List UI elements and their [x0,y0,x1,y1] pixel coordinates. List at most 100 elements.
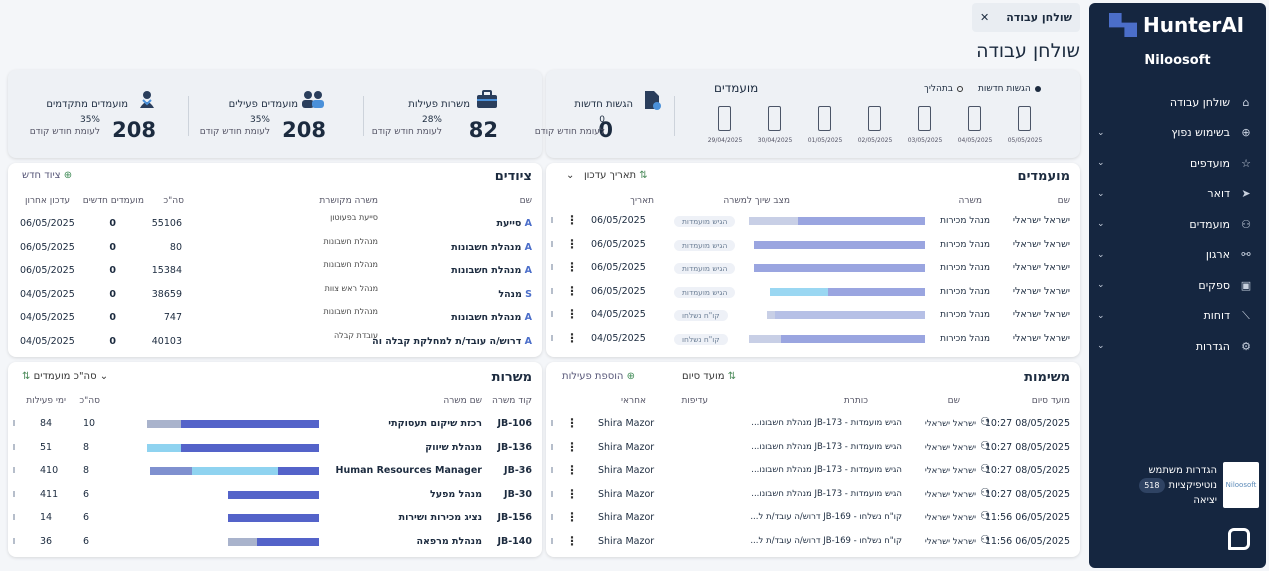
equipment-type-letter: A [524,335,532,347]
kpi-percent: 35% [249,115,270,125]
candidates-card: מועמדים ⇅ תאריך עדכון ⌄ שם משרה מצב שיוך… [546,163,1080,357]
more-options-icon[interactable]: ⋮ [566,260,578,274]
kpi-value: 82 [468,118,498,142]
sidebar-item[interactable]: ⊕ בשימוש נפוץ ⌄ [1089,118,1266,149]
task-due: 10:27 08/05/2025 [984,465,1070,476]
candidate-name[interactable]: ישראל ישראלי [1012,285,1070,297]
more-options-icon[interactable]: ⋮ [566,439,578,454]
task-subject[interactable]: הגיש מועמדות - JB-173 מנהלת חשבונו... [751,441,902,452]
col-header: שם [1057,196,1070,206]
sidebar-item[interactable]: ⚇ מועמדים ⌄ [1089,209,1266,240]
more-options-icon[interactable]: ⋮ [566,510,578,524]
task-subject[interactable]: הגיש מועמדות - JB-173 מנהלת חשבונו... [751,488,902,499]
sidebar-item[interactable]: ⚯ ארגון ⌄ [1089,240,1266,271]
task-name[interactable]: ישראל ישראלי [924,419,976,429]
equipment-new: 0 [109,335,116,347]
job-bar-segment [181,420,319,428]
task-subject[interactable]: הגיש מועמדות - JB-173 מנהלת חשבונו... [751,465,902,475]
more-options-icon[interactable]: ⋮ [566,307,578,321]
equipment-name[interactable]: A סייעת [496,218,532,229]
job-name[interactable]: מנהלת מרפאה [416,535,482,547]
candidate-name[interactable]: ישראל ישראלי [1012,262,1070,273]
date-label: 01/05/2025 [807,137,843,144]
user-settings-link[interactable]: הגדרות משתמש [1148,464,1217,476]
date-label: 04/05/2025 [957,137,993,144]
legend-label: הגשות חדשות [978,84,1031,94]
candidate-name[interactable]: ישראל ישראלי [1012,238,1070,250]
add-activity-button[interactable]: ⊕ הוספת פעילות [562,371,635,382]
more-options-icon[interactable]: ⋮ [566,486,578,501]
add-equipment-button[interactable]: ⊕ ציוד חדש [22,170,72,181]
sidebar-item[interactable]: ⟋ דוחות ⌄ [1089,301,1266,332]
sidebar-item[interactable]: ▣ ספקים ⌄ [1089,270,1266,301]
kpi-subtitle: לעומת חודש קודם [199,127,270,137]
job-name[interactable]: רכזת שיקום תעסוקתי [388,418,482,429]
job-bar-segment [147,420,182,428]
equipment-name[interactable]: S מנהל [498,289,532,300]
candidate-name[interactable]: ישראל ישראלי [1012,309,1070,320]
job-code[interactable]: JB-156 [497,512,532,523]
more-options-icon[interactable]: ⋮ [566,236,578,251]
equipment-label: מנהל [498,288,522,300]
task-name[interactable]: ישראל ישראלי [924,442,976,453]
sort-control[interactable]: ⌄ סה"כ מועמדים ⇅ [22,371,108,382]
sidebar-item[interactable]: ☆ מועדפים ⌄ [1089,148,1266,179]
task-subject[interactable]: קו"ח נשלחו - JB-169 דרוש/ה עובד/ת ל... [750,512,902,522]
candidate-name[interactable]: ישראל ישראלי [1012,332,1070,344]
job-code[interactable]: JB-36 [504,465,532,476]
task-due: 11:56 06/05/2025 [984,535,1070,547]
task-name[interactable]: ישראל ישראלי [924,536,976,547]
chat-icon[interactable] [1228,528,1250,550]
job-name[interactable]: מנהלת שיווק [425,441,482,453]
more-options-icon[interactable]: ⋮ [566,283,578,298]
close-icon[interactable]: ✕ [980,11,990,24]
more-options-icon[interactable]: ⋮ [566,330,578,345]
task-subject[interactable]: קו"ח נשלחו - JB-169 דרוש/ה עובד/ת ל... [750,535,902,546]
job-name[interactable]: מנהל מפעל [430,488,482,500]
scroll-mark [13,537,15,544]
task-name[interactable]: ישראל ישראלי [924,513,976,523]
phone-icon [1018,106,1031,131]
job-bar-segment [227,490,319,499]
kpi-advanced-candidates: מועמדים מתקדמים 208 35% לעומת חודש קודם [6,90,166,150]
job-name[interactable]: נציג מכירות ושירות [398,512,482,523]
save-icon: ▣ [1240,278,1252,292]
notifications-link[interactable]: נוטיפיקציות518 [1099,477,1217,493]
candidate-name[interactable]: ישראל ישראלי [1012,215,1070,226]
scroll-mark [551,217,553,223]
equipment-source-job: עובדת קבלה [333,330,378,340]
equipment-total: 55106 [151,218,182,229]
tab-desktop[interactable]: ✕ שולחן עבודה [972,3,1080,32]
logo[interactable]: HunterAI [1109,13,1244,37]
equipment-name[interactable]: A דרוש/ה עובד/ת למחלקת קבלה וה [372,336,532,347]
task-name[interactable]: ישראל ישראלי [924,489,976,500]
equipment-name[interactable]: A מנהלת חשבונות [451,265,532,276]
progress-segment [770,287,829,296]
avatar[interactable]: Niloosoft [1223,462,1259,508]
task-name[interactable]: ישראל ישראלי [924,466,976,476]
kpi-subtitle: לעומת חודש קודם [371,127,442,137]
task-subject[interactable]: הגיש מועמדות - JB-173 מנהלת חשבונו... [751,418,902,428]
logout-link[interactable]: יציאה [1193,494,1217,506]
job-name[interactable]: Human Resources Manager [335,465,483,476]
equipment-name[interactable]: A מנהלת חשבונות [451,242,532,253]
job-code[interactable]: JB-136 [497,441,532,453]
org-name: Niloosoft [1144,53,1211,68]
progress-segment [749,334,781,343]
sidebar-item[interactable]: ➤ דואר ⌄ [1089,179,1266,210]
job-code[interactable]: JB-30 [504,488,532,500]
card-title: משימות [1024,370,1070,385]
sidebar-item-label: בשימוש נפוץ [1171,126,1230,140]
sort-control[interactable]: ⇅ תאריך עדכון ⌄ [566,170,648,181]
col-header: מועד סיום [1031,396,1070,406]
job-code[interactable]: JB-106 [497,418,532,429]
equipment-name[interactable]: A מנהלת חשבונות [451,312,532,323]
more-options-icon[interactable]: ⋮ [566,463,578,477]
sort-control[interactable]: ⇅ מועד סיום [682,371,736,382]
sidebar-item[interactable]: ⚙ הגדרות ⌄ [1089,331,1266,362]
job-code[interactable]: JB-140 [497,535,532,547]
more-options-icon[interactable]: ⋮ [566,533,578,548]
sidebar-item[interactable]: ⌂ שולחן עבודה [1089,87,1266,118]
more-options-icon[interactable]: ⋮ [566,416,578,430]
more-options-icon[interactable]: ⋮ [566,213,578,227]
